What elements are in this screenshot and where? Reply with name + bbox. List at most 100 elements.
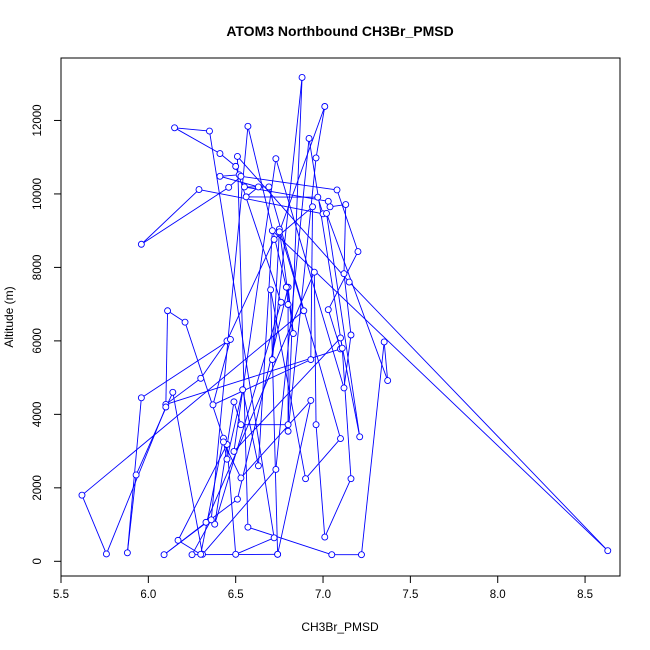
series-segment [340,337,361,437]
data-point [380,338,388,346]
data-point [254,183,262,191]
series-segment [172,392,203,555]
data-point [310,268,318,276]
data-point [240,183,248,191]
series-segment [327,251,359,310]
data-point [230,448,238,455]
data-point [284,421,292,429]
series-segment [383,341,389,381]
series-segment [165,310,169,408]
series-segment [223,441,242,479]
data-point [326,203,334,211]
series-segment [191,519,212,555]
data-point [174,536,182,544]
data-point [230,398,238,406]
data-point [137,394,145,402]
data-point [209,401,217,409]
data-point [232,162,240,170]
series-segment [226,444,237,555]
series-segment [219,175,259,188]
data-point [132,471,140,479]
data-point [207,516,215,524]
series-segment [177,444,228,541]
data-point [225,183,233,191]
series-segment [247,526,332,556]
y-axis: 0 2000 4000 6000 8000 10000 12000 [32,104,61,565]
data-point [305,135,313,142]
data-point [223,455,231,463]
data-point [267,286,275,294]
data-point [254,462,262,470]
data-point [321,533,329,541]
series-segment [272,230,609,551]
data-point [307,356,315,364]
series-segment [278,106,326,232]
series-segment [209,131,275,538]
data-point [226,335,234,343]
x-tick-label: 7.0 [315,589,331,601]
data-point [275,228,283,236]
data-point [265,183,273,191]
data-point [233,495,241,503]
data-point [171,124,178,132]
series-segment [163,498,238,556]
data-point [284,427,292,435]
data-point [78,491,86,499]
data-point [239,386,247,394]
data-point [211,520,219,528]
y-tick-label: 0 [32,558,44,564]
series-segment [200,438,224,555]
series-segment [233,158,277,452]
data-point [233,153,241,160]
data-point [604,547,612,555]
series-segment [275,158,345,389]
series-segment [165,377,202,405]
plot-frame [60,57,621,577]
data-point [164,307,172,315]
series-segment [198,189,324,215]
data-point [137,240,145,248]
y-axis-label: Altitude (m) [2,286,16,347]
data-point [206,127,213,135]
series-segment [277,400,312,555]
data-point [272,466,280,473]
series-segment [327,309,341,350]
data-point [356,433,364,441]
data-point [384,377,392,385]
series-segment [214,401,235,525]
series-segment [326,213,389,381]
data-point [188,551,196,559]
data-point [272,155,280,163]
y-tick-label: 4000 [32,402,44,428]
data-point [333,186,341,194]
series-segment [271,77,303,360]
series-segment [326,213,361,437]
data-point [324,306,332,314]
series-segment [240,400,312,479]
y-tick-label: 2000 [32,475,44,501]
data-point [337,334,344,342]
data-point [237,474,245,482]
x-tick-label: 6.0 [140,589,156,601]
data-point [358,551,365,559]
data-point [274,550,282,558]
data-point [307,396,315,404]
series-segment [167,310,186,323]
series-segment [287,77,303,425]
series-segment [235,537,275,555]
series-segment [336,189,359,252]
data-point [242,193,250,201]
series-segment [212,339,231,405]
series-segment [343,334,352,388]
series-segment [184,322,224,439]
data-point [345,278,353,286]
series-segment [315,424,326,538]
y-tick-label: 12000 [32,104,44,136]
data-point [337,435,344,443]
data-point [102,550,110,558]
series-segment [210,126,249,520]
series-segment [226,239,275,342]
data-point [289,330,297,337]
data-point [244,523,252,531]
